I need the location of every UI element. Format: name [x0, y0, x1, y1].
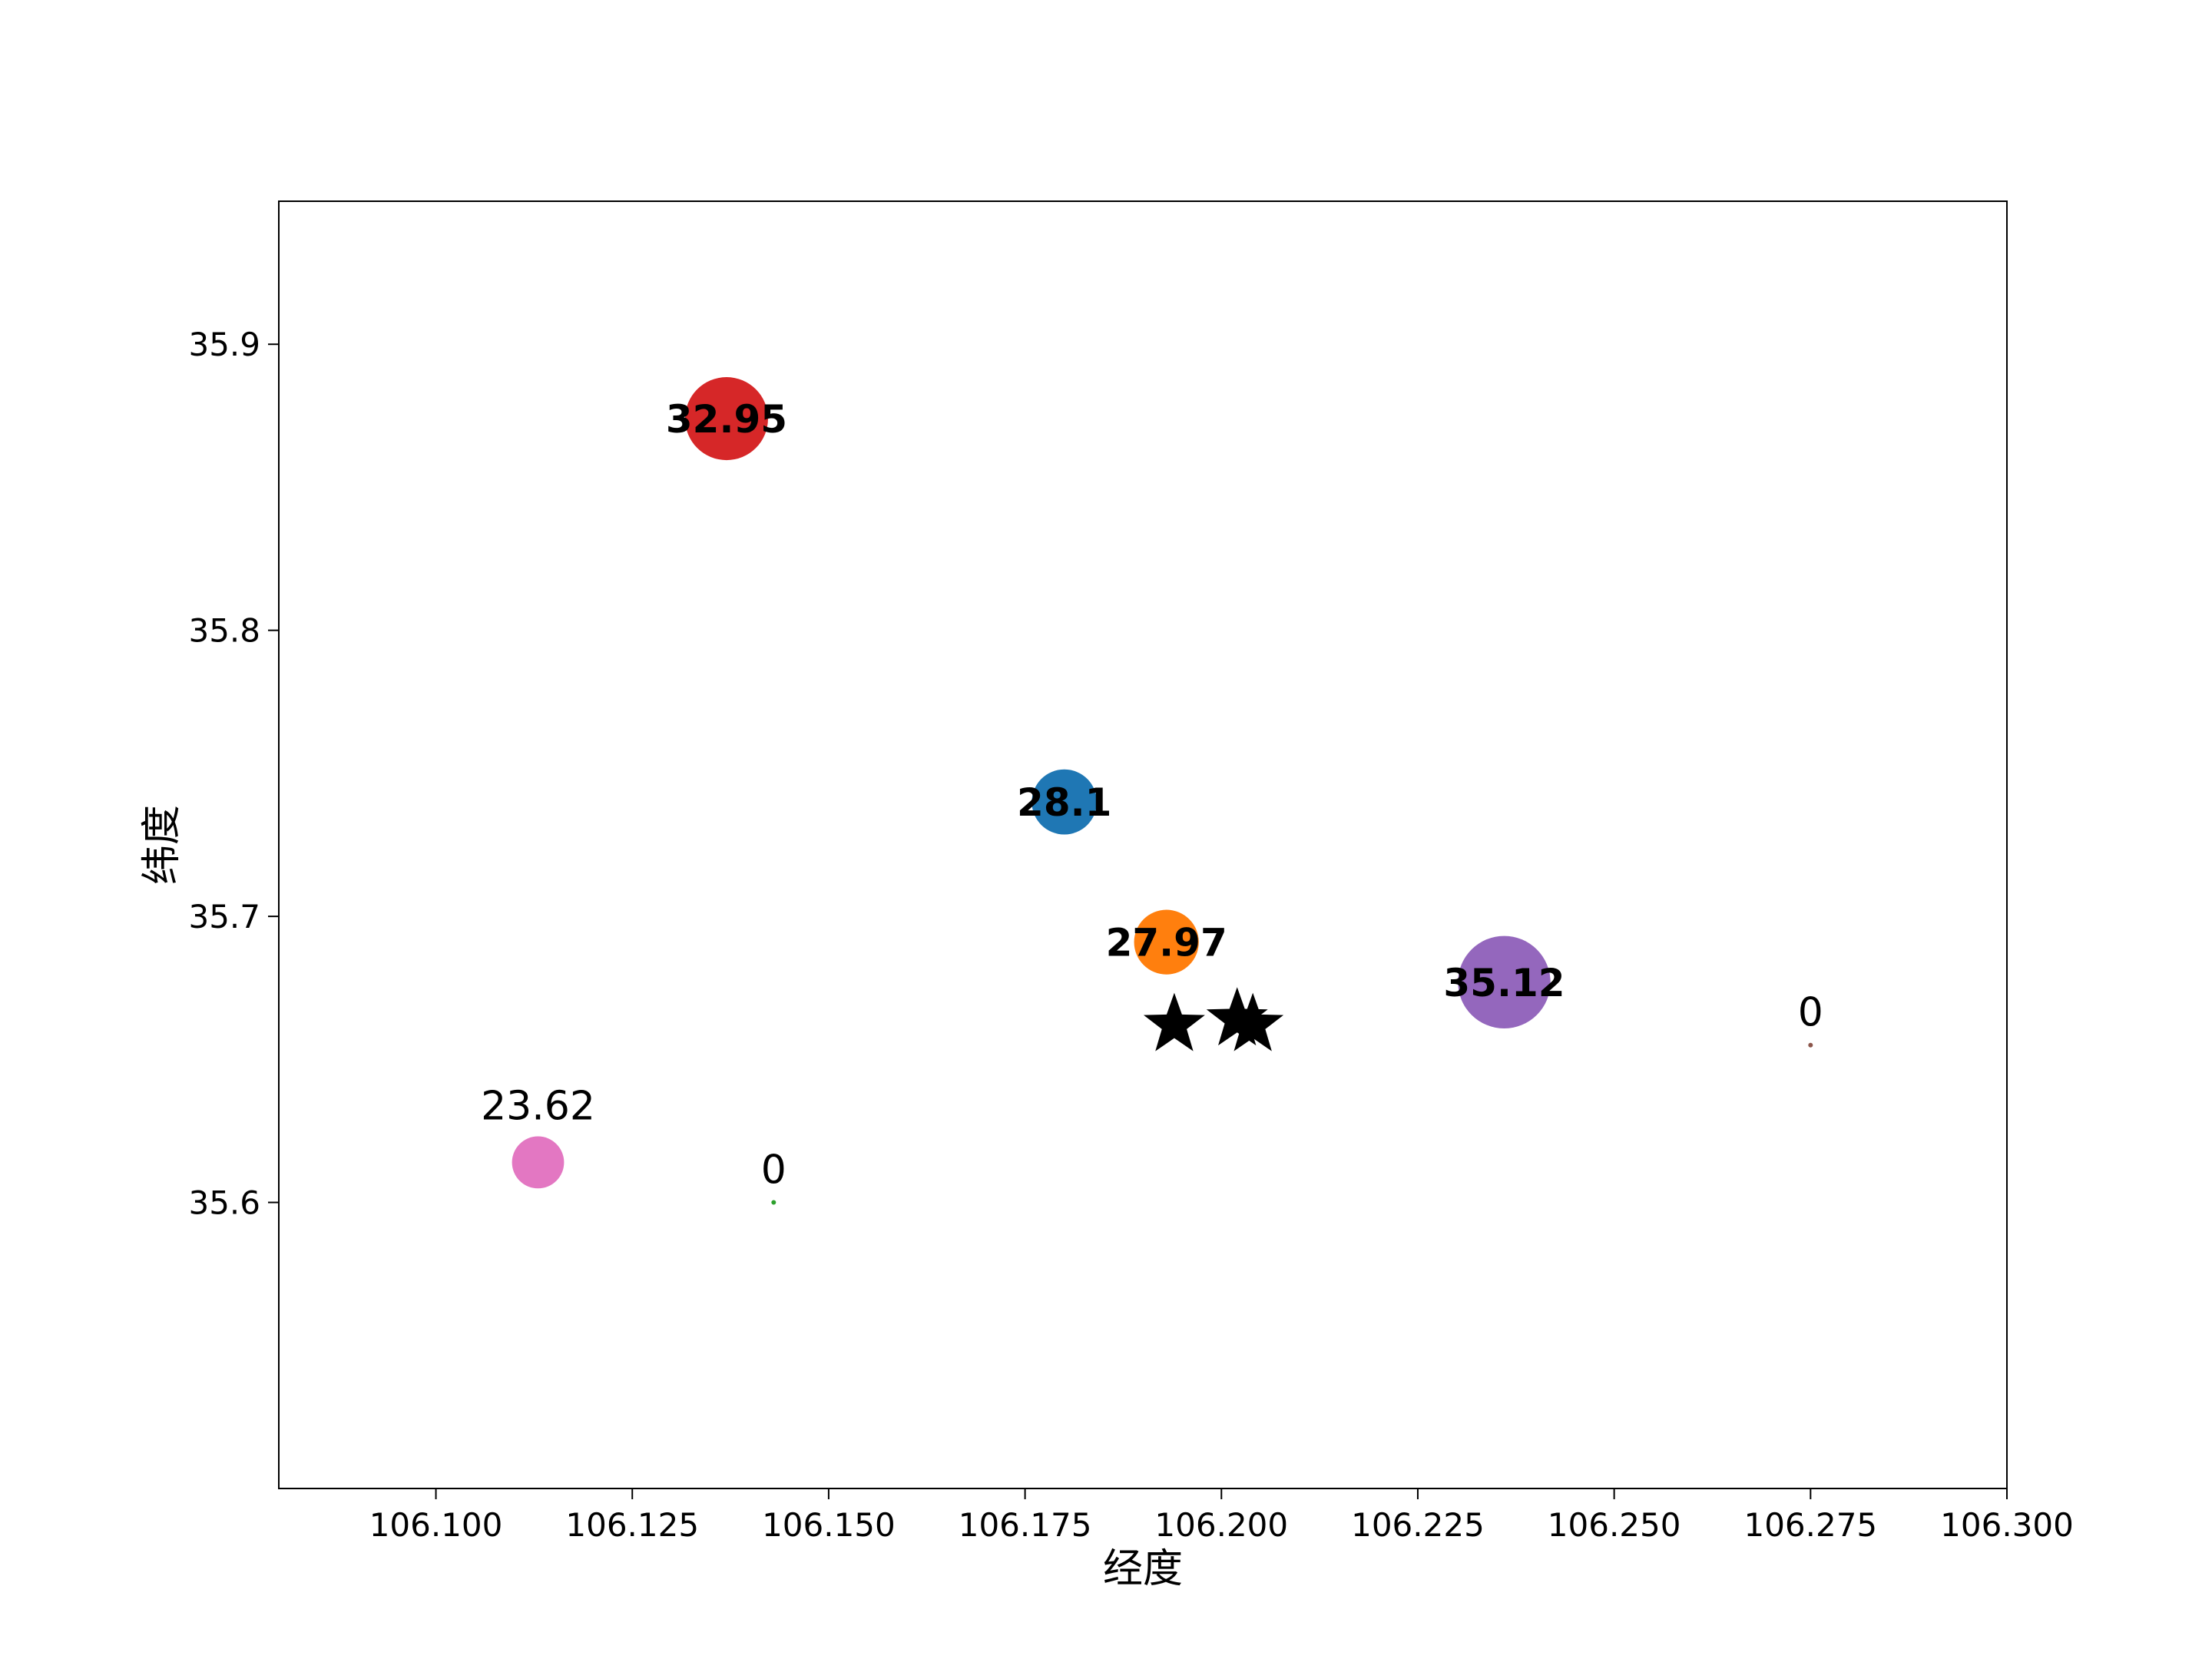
x-axis-title: 经度 — [1103, 1546, 1183, 1592]
x-tick-label: 106.150 — [762, 1506, 896, 1544]
axes-layer: 106.100 106.125 106.150 106.175 106.200 106.2… — [188, 326, 2073, 1544]
bubble-label: 27.97 — [1106, 921, 1227, 965]
y-tick-label: 35.6 — [188, 1184, 260, 1222]
x-tick-label: 106.200 — [1154, 1506, 1288, 1544]
y-tick-label: 35.8 — [188, 612, 260, 650]
x-tick-label: 106.250 — [1548, 1506, 1681, 1544]
star-marker — [1143, 992, 1205, 1051]
x-tick-label: 106.275 — [1743, 1506, 1877, 1544]
y-axis-title: 纬度 — [139, 805, 185, 885]
bubble-label: 32.95 — [666, 397, 787, 442]
x-tick-label: 106.125 — [565, 1506, 699, 1544]
star-marker — [1222, 992, 1284, 1051]
bubble-label: 23.62 — [481, 1084, 595, 1130]
bubble — [1134, 909, 1199, 975]
bubble — [1808, 1042, 1813, 1048]
plot-frame — [278, 200, 2008, 1489]
y-tick-label: 35.7 — [188, 898, 260, 935]
x-tick-label: 106.300 — [1940, 1506, 2074, 1544]
plot-content: 32.95 28.1 27.97 35.12 23.62 0 0 — [481, 377, 1823, 1205]
bubble — [512, 1136, 565, 1189]
bubble-label: 28.1 — [1017, 780, 1111, 825]
bubble — [1458, 935, 1551, 1028]
x-tick-label: 106.225 — [1351, 1506, 1485, 1544]
x-tick-label: 106.100 — [369, 1506, 503, 1544]
bubble — [684, 377, 768, 461]
bubble-label: 0 — [761, 1147, 786, 1194]
bubble-label: 0 — [1798, 990, 1823, 1036]
bubble — [1031, 769, 1098, 835]
x-tick-label: 106.175 — [959, 1506, 1092, 1544]
bubble — [771, 1200, 777, 1205]
y-tick-label: 35.9 — [188, 326, 260, 363]
bubble-label: 35.12 — [1443, 961, 1565, 1005]
